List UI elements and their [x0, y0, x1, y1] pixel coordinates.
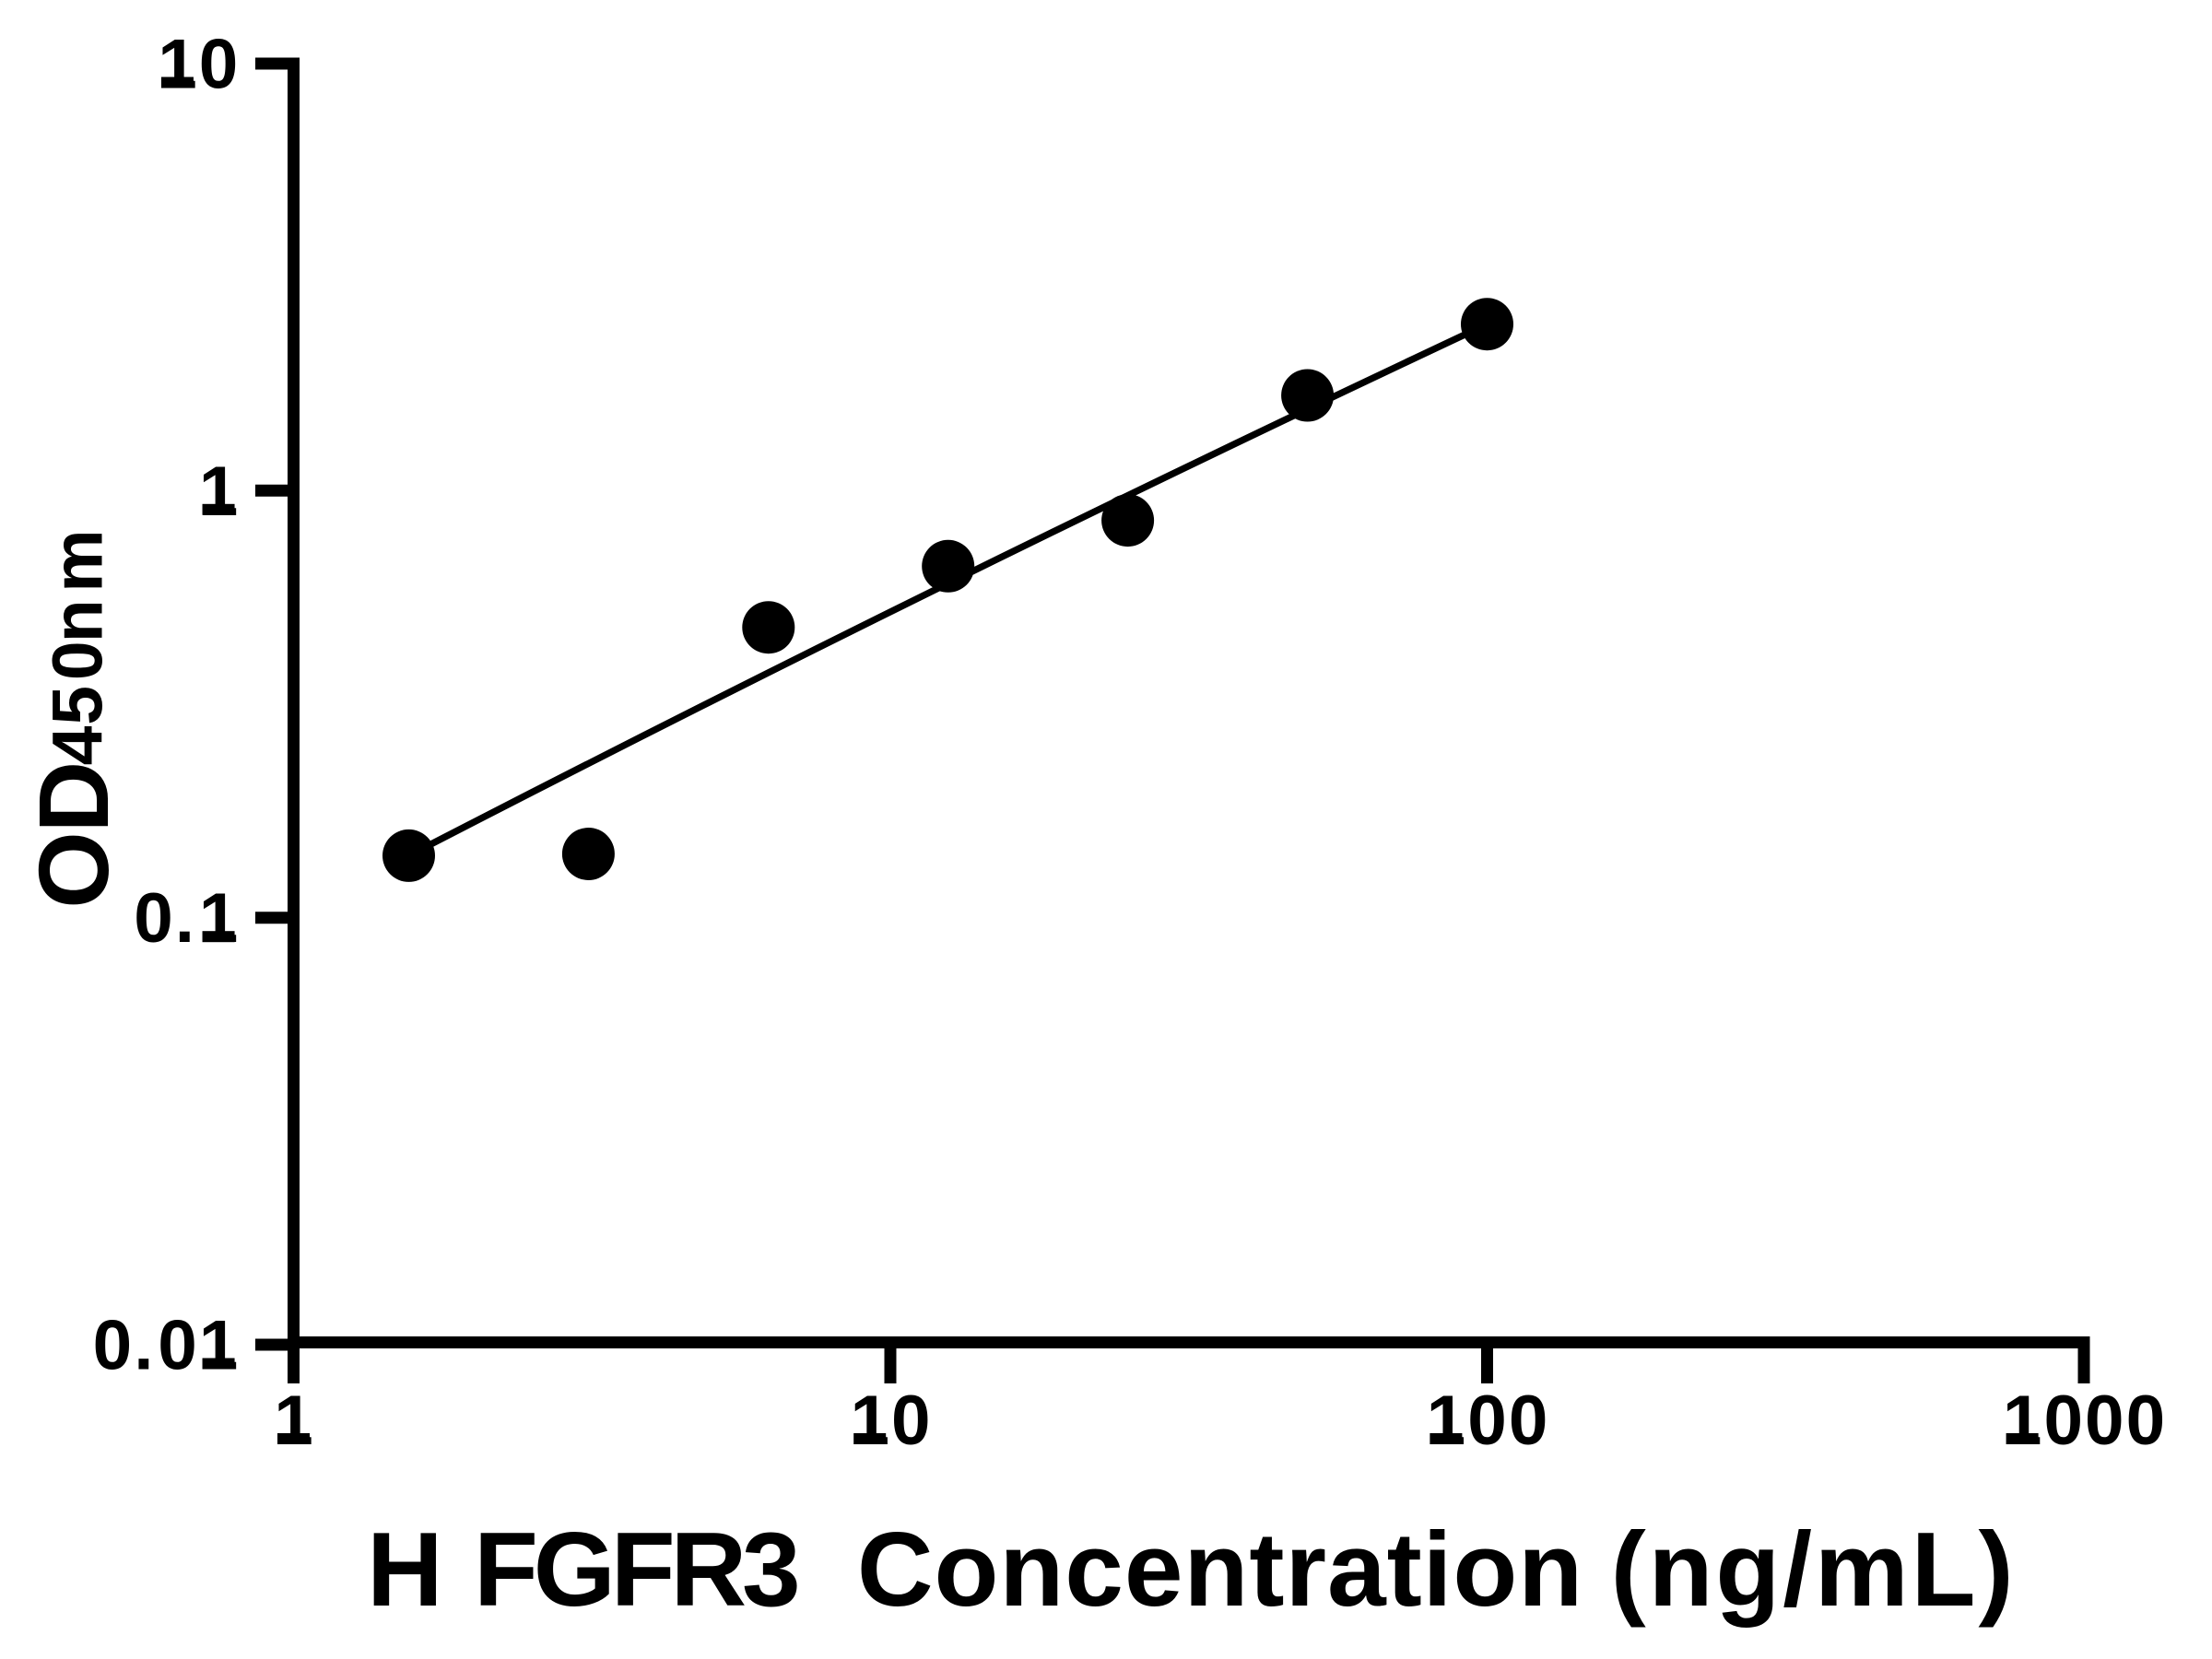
svg-text:0.1: 0.1 [134, 879, 238, 958]
svg-text:1: 1 [199, 453, 239, 531]
svg-text:(ng/mL): (ng/mL) [1611, 1511, 2017, 1629]
svg-text:1: 1 [274, 1382, 313, 1460]
svg-text:Concentration: Concentration [857, 1511, 1583, 1629]
svg-text:0.01: 0.01 [93, 1307, 239, 1385]
svg-text:100: 100 [1427, 1382, 1548, 1460]
svg-text:450nm: 450nm [39, 529, 118, 765]
svg-text:H: H [367, 1511, 443, 1629]
svg-text:OD: OD [18, 761, 129, 909]
svg-text:FGFR3: FGFR3 [474, 1511, 797, 1629]
